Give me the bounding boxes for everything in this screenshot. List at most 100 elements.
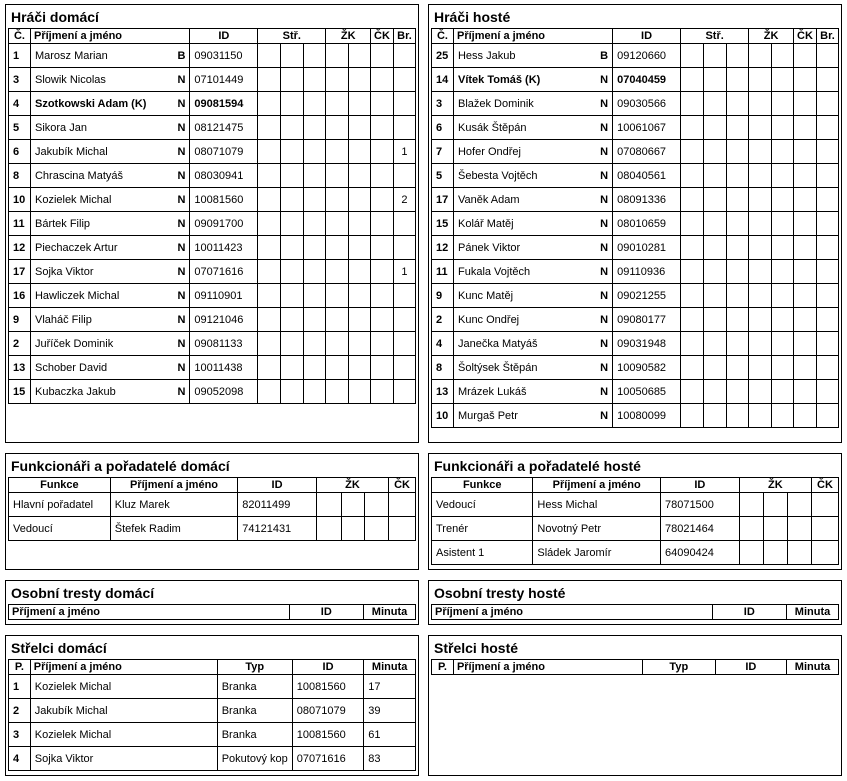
player-id: 10011423 [189,235,259,260]
name-role-wrap: Janečka Matyáš N [458,338,608,350]
scorer-id: 10081560 [291,674,365,699]
official-row: Trenér Novotný Petr 78021464 [430,516,839,541]
shirt-number: 4 [431,331,454,356]
substitution-cell [725,403,750,428]
substitution-cell [302,115,327,140]
substitution-cell [257,91,281,116]
position-letter: N [600,409,609,422]
official-row: Asistent 1 Sládek Jaromír 64090424 [430,540,839,565]
yellow-card-cell [771,211,794,236]
shirt-number: 2 [431,307,454,332]
home-officials-table: Funkce Příjmení a jméno ID ŽK ČK Hlavní pořad… [8,477,416,541]
table-body: Hlavní pořadatel Kluz Marek 82011499 Vedouc… [8,492,416,541]
col-red-card: ČK [369,28,394,44]
red-card-cell [792,115,817,140]
substitution-cell [257,211,281,236]
player-name-cell: Piechaczek Artur N [29,235,191,260]
table-head: P. Příjmení a jméno Typ ID Minuta [8,659,416,675]
substitution-cell [279,331,304,356]
shirt-number: 14 [431,67,454,92]
yellow-card-cell [748,283,773,308]
scorer-id: 08071079 [291,698,365,723]
shirt-number: 15 [431,211,454,236]
player-name: Kusák Štěpán [457,121,527,134]
yellow-card-cell [325,259,350,284]
substitution-cell [702,355,727,380]
goals-cell: 2 [392,187,417,212]
official-name: Kluz Marek [109,492,239,517]
shirt-number: 4 [8,91,31,116]
player-id: 09120660 [612,43,681,68]
red-card-cell [792,379,817,404]
player-name: Mrázek Lukáš [457,385,527,398]
shirt-number: 11 [431,259,454,284]
substitution-cell [679,67,704,92]
substitution-cell [279,91,304,116]
header-row: Příjmení a jméno ID Minuta [8,604,416,620]
red-card-cell [792,91,817,116]
yellow-card-cell [771,331,794,356]
yellow-card-cell [748,163,773,188]
section-home-scorers: Střelci domácí P. Příjmení a jméno Typ ID Mi… [5,635,419,776]
player-name: Fukala Vojtěch [457,265,531,278]
name-role-wrap: Murgaš Petr N [458,410,608,422]
goals-cell [392,355,417,380]
red-card-cell [388,516,416,541]
col-minute: Minuta [786,659,839,675]
substitution-cell [702,43,727,68]
yellow-card-cell [748,331,773,356]
player-id: 09031150 [189,43,259,68]
goals-cell [815,355,840,380]
away-penalties-table: Příjmení a jméno ID Minuta [431,604,839,620]
official-id: 64090424 [659,540,740,565]
player-id: 08040561 [612,163,681,188]
substitution-cell [702,403,727,428]
col-order: P. [8,659,31,675]
red-card-cell [369,259,394,284]
goals-cell [815,235,840,260]
shirt-number: 6 [431,115,454,140]
col-red-card: ČK [388,477,416,493]
yellow-card-cell [748,115,773,140]
substitution-cell [725,379,750,404]
section-away-officials: Funkcionáři a pořadatelé hosté Funkce Pří… [428,453,842,570]
goal-type: Branka [216,698,293,723]
col-substitution: Stř. [257,28,327,44]
yellow-card-cell [748,211,773,236]
col-id: ID [189,28,259,44]
official-function: Vedoucí [8,516,111,541]
player-name: Slowik Nicolas [34,73,106,86]
substitution-cell [302,91,327,116]
player-name: Juříček Dominik [34,337,114,350]
shirt-number: 16 [8,283,31,308]
shirt-number: 17 [431,187,454,212]
position-letter: N [600,145,609,158]
goal-order: 1 [8,674,31,699]
home-players-table: Č. Příjmení a jméno ID Stř. ŽK ČK Br. 1 Marosz M… [8,28,417,404]
yellow-card-cell [325,355,350,380]
name-role-wrap: Hawliczek Michal N [35,290,185,302]
official-id: 78071500 [659,492,740,517]
goals-cell [392,235,417,260]
yellow-card-cell [364,516,390,541]
table-head: Č. Příjmení a jméno ID Stř. ŽK ČK Br. [8,28,417,44]
goals-cell [815,115,840,140]
col-id: ID [612,28,681,44]
goals-cell [392,331,417,356]
col-yellow-card: ŽK [738,477,813,493]
name-role-wrap: Blažek Dominik N [458,98,608,110]
position-letter: B [600,49,609,62]
player-id: 09110936 [612,259,681,284]
yellow-card-cell [748,403,773,428]
player-name-cell: Vítek Tomáš (K) N [452,67,614,92]
yellow-card-cell [771,91,794,116]
position-letter: N [600,97,609,110]
player-name-cell: Hess Jakub B [452,43,614,68]
position-letter: N [600,289,609,302]
table-body: 1 Marosz Marian B 09031150 3 Slowik Nicolas N 0… [8,43,417,404]
position-letter: N [177,241,186,254]
player-id: 08091336 [612,187,681,212]
player-id: 10080099 [612,403,681,428]
player-name: Blažek Dominik [457,97,534,110]
